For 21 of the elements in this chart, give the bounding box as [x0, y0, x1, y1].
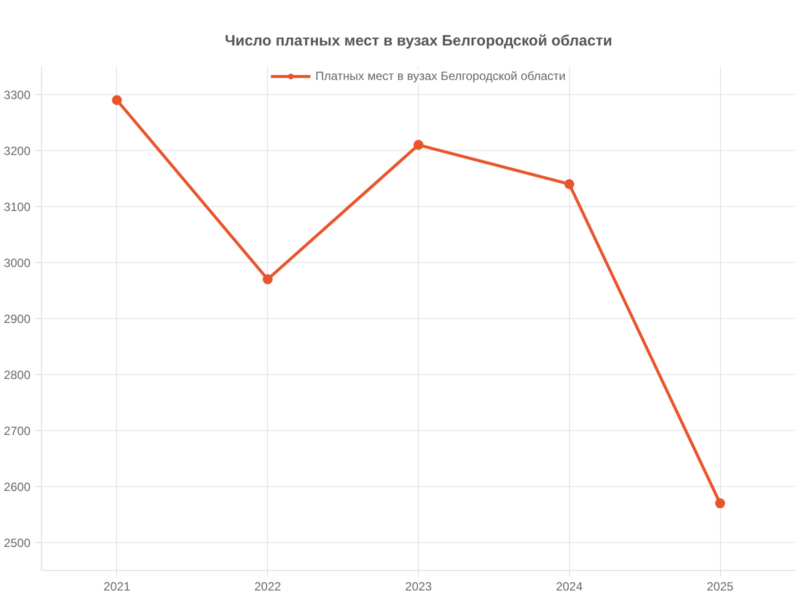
point	[715, 498, 726, 508]
y-tick-label: 3000	[4, 256, 31, 270]
x-tick-label: 2021	[104, 580, 131, 594]
y-tick-label: 2500	[4, 536, 31, 550]
x-tick-label: 2022	[254, 580, 282, 594]
point	[414, 140, 424, 150]
point	[564, 179, 574, 190]
y-tick-label: 2800	[4, 368, 31, 382]
point	[112, 95, 122, 106]
chart-title: Число платных мест в вузах Белгородской области	[224, 32, 612, 50]
y-tick-label: 2600	[4, 480, 31, 494]
x-tick-label: 2025	[706, 580, 734, 594]
y-tick-label: 3100	[4, 200, 31, 214]
legend-label: Платных мест в вузах Белгородской области	[315, 69, 566, 83]
y-tick-label: 2900	[4, 312, 31, 326]
y-tick-label: 3200	[4, 144, 31, 158]
y-tick-label: 3300	[4, 88, 31, 102]
x-tick-label: 2024	[556, 580, 583, 594]
x-tick-label: 2023	[405, 580, 432, 594]
y-tick-label: 2700	[4, 424, 31, 438]
point	[262, 274, 273, 284]
